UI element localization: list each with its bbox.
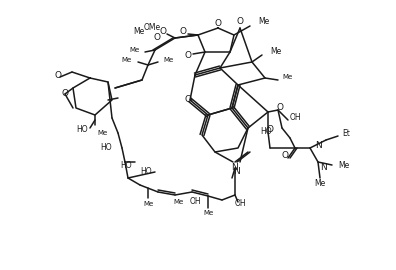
Text: N: N bbox=[315, 140, 322, 150]
Text: O: O bbox=[185, 52, 192, 60]
Text: Me: Me bbox=[282, 74, 292, 80]
Text: N: N bbox=[232, 164, 238, 173]
Text: OH: OH bbox=[234, 200, 246, 208]
Text: Me: Me bbox=[143, 201, 153, 207]
Text: O: O bbox=[185, 96, 192, 104]
Text: O: O bbox=[236, 18, 244, 26]
Text: Me: Me bbox=[134, 28, 145, 36]
Text: N: N bbox=[234, 167, 240, 177]
Text: OMe: OMe bbox=[143, 23, 160, 32]
Text: O: O bbox=[282, 150, 289, 160]
Text: Me: Me bbox=[338, 160, 349, 170]
Text: Me: Me bbox=[173, 199, 183, 205]
Text: Me: Me bbox=[163, 57, 173, 63]
Text: O: O bbox=[160, 28, 166, 36]
Text: O: O bbox=[154, 33, 160, 42]
Text: HO: HO bbox=[140, 167, 152, 177]
Text: Me: Me bbox=[98, 130, 108, 136]
Text: Et: Et bbox=[342, 129, 350, 137]
Text: HO: HO bbox=[261, 127, 272, 137]
Text: OH: OH bbox=[290, 113, 302, 123]
Text: HO: HO bbox=[120, 160, 132, 170]
Text: Me: Me bbox=[130, 47, 140, 53]
Text: Me: Me bbox=[258, 18, 269, 26]
Text: O: O bbox=[55, 70, 61, 79]
Text: Me: Me bbox=[203, 210, 213, 216]
Text: O: O bbox=[61, 89, 69, 99]
Text: Me: Me bbox=[314, 178, 326, 187]
Text: O: O bbox=[267, 126, 274, 134]
Text: O: O bbox=[179, 28, 187, 36]
Text: HO: HO bbox=[100, 143, 112, 153]
Text: N: N bbox=[320, 163, 327, 171]
Text: Me: Me bbox=[122, 57, 132, 63]
Text: O: O bbox=[276, 103, 284, 113]
Text: HO: HO bbox=[76, 126, 88, 134]
Text: OH: OH bbox=[189, 197, 201, 207]
Text: Me: Me bbox=[270, 48, 281, 56]
Text: O: O bbox=[215, 19, 221, 28]
